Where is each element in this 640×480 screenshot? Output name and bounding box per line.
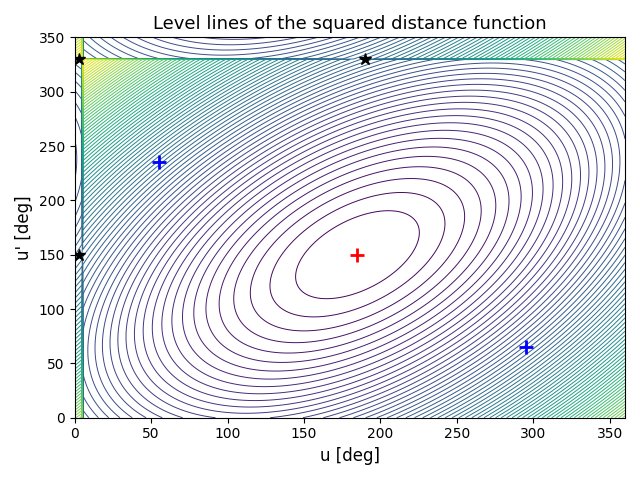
X-axis label: u [deg]: u [deg] bbox=[320, 447, 380, 465]
Title: Level lines of the squared distance function: Level lines of the squared distance func… bbox=[153, 15, 547, 33]
Y-axis label: u' [deg]: u' [deg] bbox=[15, 195, 33, 260]
